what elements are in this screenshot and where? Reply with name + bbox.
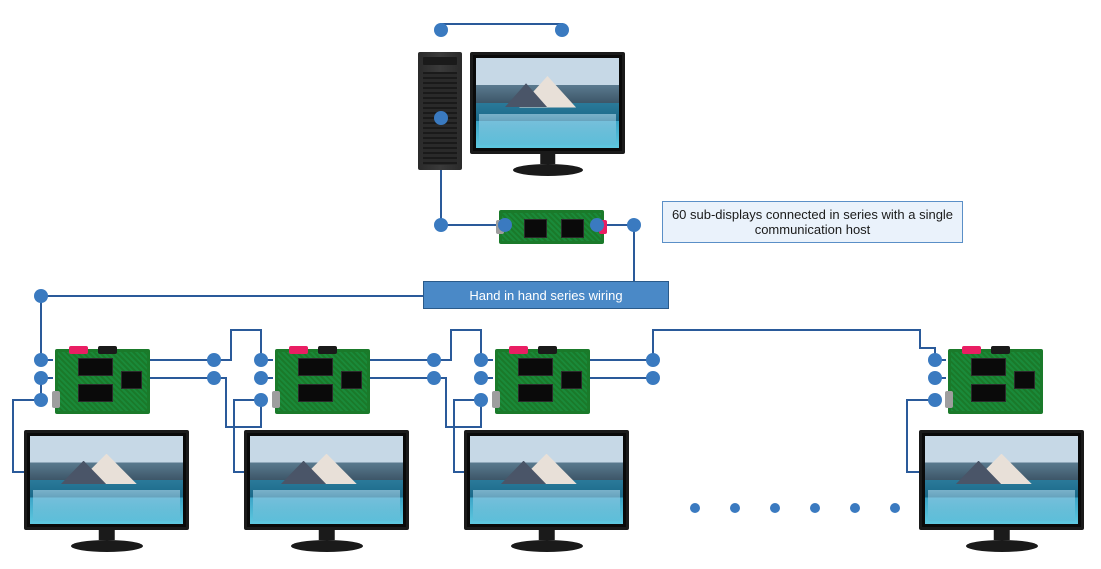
host-monitor-icon	[470, 52, 625, 154]
connection-dot-icon	[34, 353, 48, 367]
sub-monitor-icon	[244, 430, 409, 530]
sub-monitor-icon	[464, 430, 629, 530]
connection-dot-icon	[34, 393, 48, 407]
wire	[653, 330, 935, 360]
connection-dot-icon	[427, 353, 441, 367]
wiring-text: Hand in hand series wiring	[469, 288, 622, 303]
connection-dot-icon	[207, 371, 221, 385]
ellipsis-dot-icon	[770, 503, 780, 513]
ellipsis-dot-icon	[690, 503, 700, 513]
ellipsis-dot-icon	[890, 503, 900, 513]
host-pcb-icon	[499, 210, 604, 244]
connection-dot-icon	[434, 23, 448, 37]
connection-dot-icon	[254, 371, 268, 385]
sub-monitor-icon	[24, 430, 189, 530]
sub-pcb-icon	[55, 349, 150, 414]
connection-dot-icon	[928, 393, 942, 407]
wire	[214, 330, 261, 360]
wire	[441, 24, 562, 30]
sub-monitor-icon	[919, 430, 1084, 530]
description-text: 60 sub-displays connected in series with…	[671, 207, 954, 237]
connection-dot-icon	[254, 353, 268, 367]
wiring-label: Hand in hand series wiring	[423, 281, 669, 309]
connection-dot-icon	[427, 371, 441, 385]
connection-dot-icon	[646, 353, 660, 367]
sub-pcb-icon	[495, 349, 590, 414]
connection-dot-icon	[555, 23, 569, 37]
connection-dot-icon	[34, 371, 48, 385]
connection-dot-icon	[498, 218, 512, 232]
connection-dot-icon	[254, 393, 268, 407]
ellipsis-dot-icon	[850, 503, 860, 513]
sub-pcb-icon	[275, 349, 370, 414]
connection-dot-icon	[474, 393, 488, 407]
ellipsis-dot-icon	[810, 503, 820, 513]
connection-dot-icon	[434, 111, 448, 125]
connection-dot-icon	[590, 218, 604, 232]
connection-dot-icon	[34, 289, 48, 303]
connection-dot-icon	[207, 353, 221, 367]
ellipsis-dot-icon	[730, 503, 740, 513]
connection-dot-icon	[474, 353, 488, 367]
connection-dot-icon	[646, 371, 660, 385]
sub-pcb-icon	[948, 349, 1043, 414]
connection-dot-icon	[434, 218, 448, 232]
description-label: 60 sub-displays connected in series with…	[662, 201, 963, 243]
connection-dot-icon	[627, 218, 641, 232]
connection-dot-icon	[928, 371, 942, 385]
wire	[434, 330, 481, 360]
connection-dot-icon	[928, 353, 942, 367]
connection-dot-icon	[474, 371, 488, 385]
